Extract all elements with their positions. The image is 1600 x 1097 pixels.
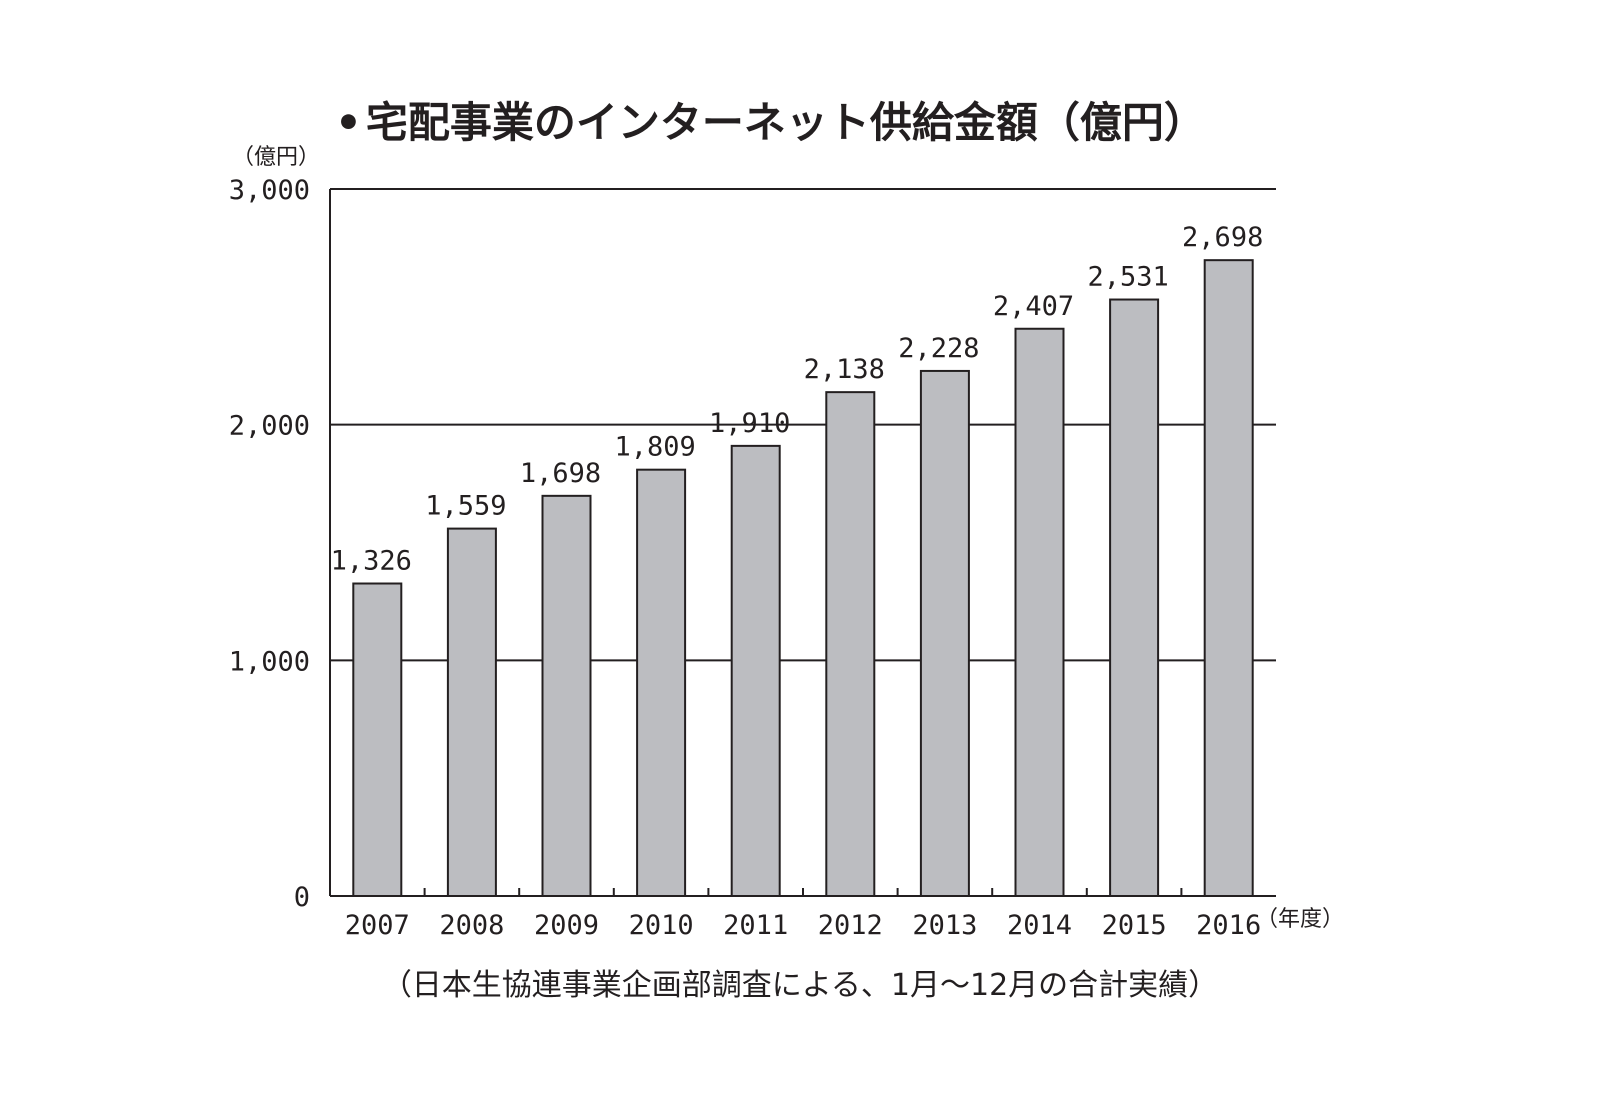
bar-2016 xyxy=(1203,259,1254,897)
title-bullet: • xyxy=(335,98,362,147)
x-tick-label: 2009 xyxy=(534,910,599,941)
x-tick-label: 2008 xyxy=(439,910,504,941)
bar-2010 xyxy=(636,468,687,897)
data-label: 2,407 xyxy=(993,291,1074,322)
bar-2014 xyxy=(1014,327,1065,898)
data-label: 2,138 xyxy=(804,354,885,385)
x-tick-label: 2012 xyxy=(818,910,883,941)
x-tick-label: 2014 xyxy=(1007,910,1072,941)
bar-2008 xyxy=(446,527,497,897)
x-tick-label: 2011 xyxy=(723,910,788,941)
data-label: 1,559 xyxy=(425,491,506,522)
x-tick-label: 2007 xyxy=(345,910,410,941)
bar-2012 xyxy=(825,391,876,897)
bar-2013 xyxy=(919,369,970,897)
x-axis-unit-label: （年度） xyxy=(1256,907,1344,932)
title-text: 宅配事業のインターネット供給金額（億円） xyxy=(366,98,1206,147)
x-tick-label: 2016 xyxy=(1196,910,1261,941)
y-tick-label: 1,000 xyxy=(229,646,310,677)
data-label: 1,326 xyxy=(331,546,412,577)
bar-2007 xyxy=(352,582,403,897)
bar-2009 xyxy=(541,494,592,897)
y-tick-label: 0 xyxy=(294,882,310,913)
data-label: 2,531 xyxy=(1087,262,1168,293)
bar-2015 xyxy=(1109,298,1160,898)
y-tick-label: 2,000 xyxy=(229,411,310,442)
data-label: 2,698 xyxy=(1182,222,1263,253)
y-axis-unit-label: （億円） xyxy=(232,145,320,170)
chart-title: •宅配事業のインターネット供給金額（億円） xyxy=(335,98,1206,147)
bar-2011 xyxy=(730,444,781,897)
data-label: 1,910 xyxy=(709,408,790,439)
data-label: 1,698 xyxy=(520,458,601,489)
y-tick-label: 3,000 xyxy=(229,175,310,206)
source-note: （日本生協連事業企画部調査による、1月〜12月の合計実績） xyxy=(382,968,1218,1003)
x-tick-label: 2010 xyxy=(629,910,694,941)
data-label: 2,228 xyxy=(898,333,979,364)
x-tick-label: 2013 xyxy=(912,910,977,941)
x-tick-label: 2015 xyxy=(1102,910,1167,941)
data-label: 1,809 xyxy=(614,432,695,463)
